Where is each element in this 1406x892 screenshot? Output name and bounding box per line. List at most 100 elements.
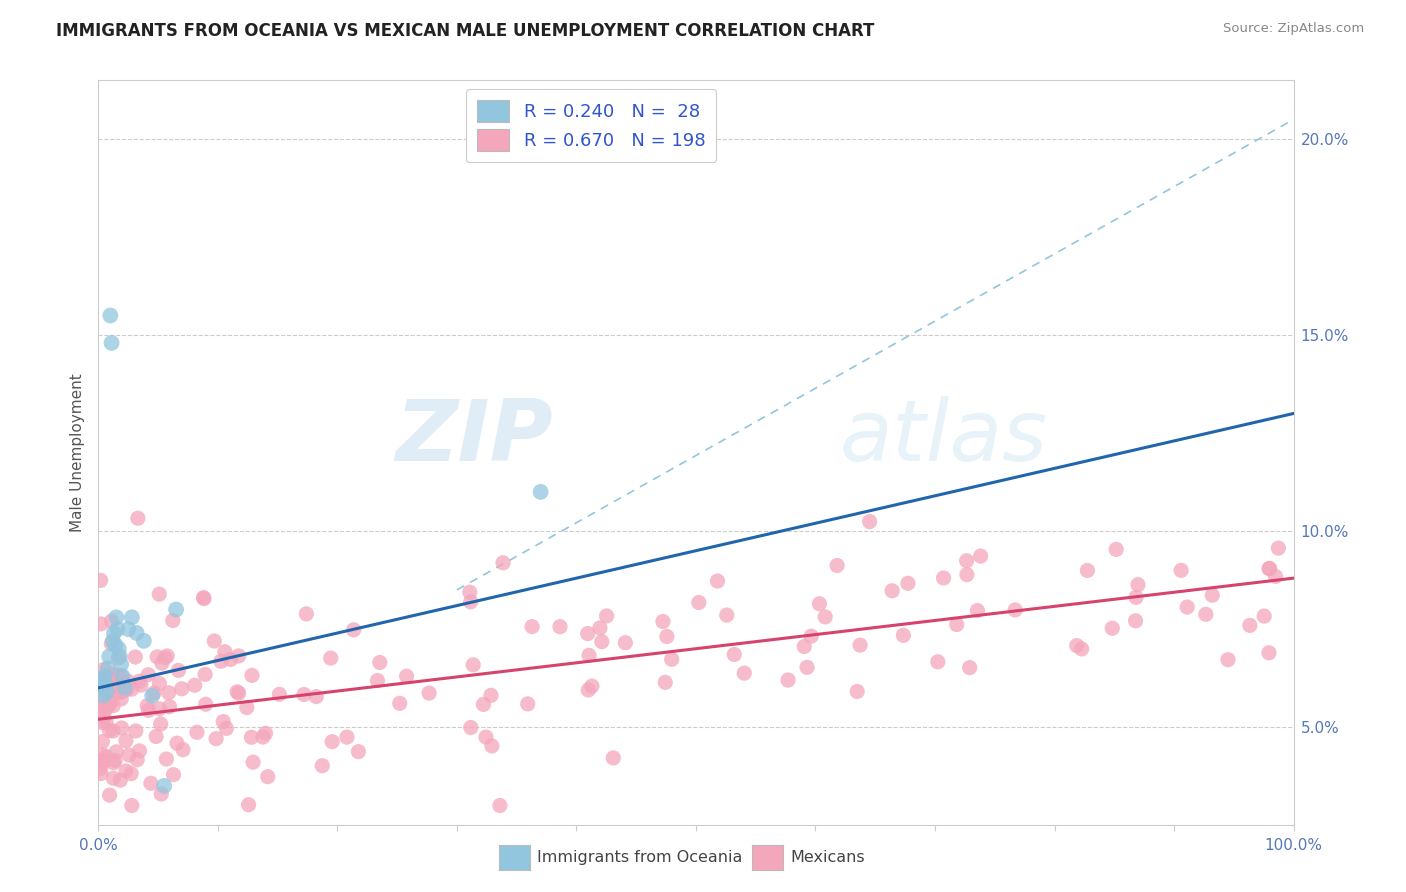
Point [661, 652, 683, 666]
Point [655, 630, 678, 644]
Point [516, 697, 538, 711]
Point [98, 649, 121, 664]
Point [103, 679, 125, 693]
Point [98, 723, 121, 738]
Point [1105, 542, 1128, 557]
Point [103, 626, 125, 640]
Point [124, 650, 146, 665]
Point [959, 660, 981, 674]
Point [240, 668, 263, 682]
Point [114, 682, 136, 697]
Text: Source: ZipAtlas.com: Source: ZipAtlas.com [1223, 22, 1364, 36]
Point [366, 673, 388, 688]
Point [292, 688, 315, 702]
Point [489, 798, 512, 813]
Point [226, 685, 249, 699]
Point [150, 787, 173, 801]
Point [202, 634, 225, 648]
Point [90, 766, 112, 780]
Point [205, 731, 228, 746]
Point [194, 667, 217, 681]
Point [897, 576, 920, 591]
Point [111, 669, 134, 683]
Point [969, 549, 991, 563]
Point [98, 788, 121, 802]
Point [93, 711, 115, 725]
Point [614, 636, 637, 650]
Point [146, 649, 169, 664]
Point [117, 622, 139, 636]
Point [956, 567, 979, 582]
Point [723, 648, 745, 662]
Point [121, 682, 143, 697]
Point [1216, 653, 1239, 667]
Point [167, 663, 190, 677]
Point [141, 689, 163, 703]
Point [170, 681, 193, 696]
Point [882, 583, 904, 598]
Point [98, 697, 121, 711]
Point [796, 660, 818, 674]
Point [716, 608, 738, 623]
Point [96, 715, 118, 730]
Point [93, 690, 115, 705]
Point [859, 515, 882, 529]
Point [240, 731, 263, 745]
Point [136, 698, 159, 713]
Point [733, 666, 755, 681]
Point [100, 335, 122, 350]
Point [117, 674, 139, 689]
Point [194, 698, 217, 712]
Point [932, 571, 955, 585]
Point [214, 645, 236, 659]
Point [849, 638, 872, 652]
Point [97, 694, 120, 708]
Point [110, 685, 132, 699]
Point [1267, 541, 1289, 555]
Point [172, 742, 194, 756]
Point [1258, 646, 1281, 660]
Point [388, 696, 411, 710]
Legend: R = 0.240   N =  28, R = 0.670   N = 198: R = 0.240 N = 28, R = 0.670 N = 198 [465, 89, 716, 162]
Point [108, 649, 131, 664]
Point [228, 686, 250, 700]
Point [1170, 563, 1192, 577]
Point [93, 753, 115, 767]
Point [256, 770, 278, 784]
Text: Mexicans: Mexicans [790, 850, 865, 864]
Point [321, 734, 343, 748]
Point [105, 745, 128, 759]
Point [153, 779, 176, 793]
Point [479, 689, 502, 703]
Point [311, 758, 333, 772]
Point [458, 585, 481, 599]
Point [107, 622, 129, 636]
Point [127, 753, 149, 767]
Point [107, 641, 129, 656]
Point [148, 587, 170, 601]
Point [295, 607, 318, 621]
Point [150, 656, 173, 670]
Point [159, 699, 181, 714]
Point [121, 798, 143, 813]
Point [530, 484, 553, 499]
Point [96, 687, 118, 701]
Point [132, 633, 155, 648]
Point [1195, 607, 1218, 622]
Point [110, 692, 132, 706]
Point [145, 730, 167, 744]
Point [472, 698, 495, 712]
Point [595, 609, 617, 624]
Point [91, 673, 114, 687]
Point [96, 685, 118, 699]
Point [343, 623, 366, 637]
Point [652, 615, 675, 629]
Point [93, 663, 115, 677]
Point [127, 511, 149, 525]
Point [110, 721, 132, 735]
Point [90, 616, 112, 631]
Y-axis label: Male Unemployment: Male Unemployment [69, 374, 84, 532]
Point [114, 681, 136, 695]
Point [97, 698, 120, 713]
Point [305, 690, 328, 704]
